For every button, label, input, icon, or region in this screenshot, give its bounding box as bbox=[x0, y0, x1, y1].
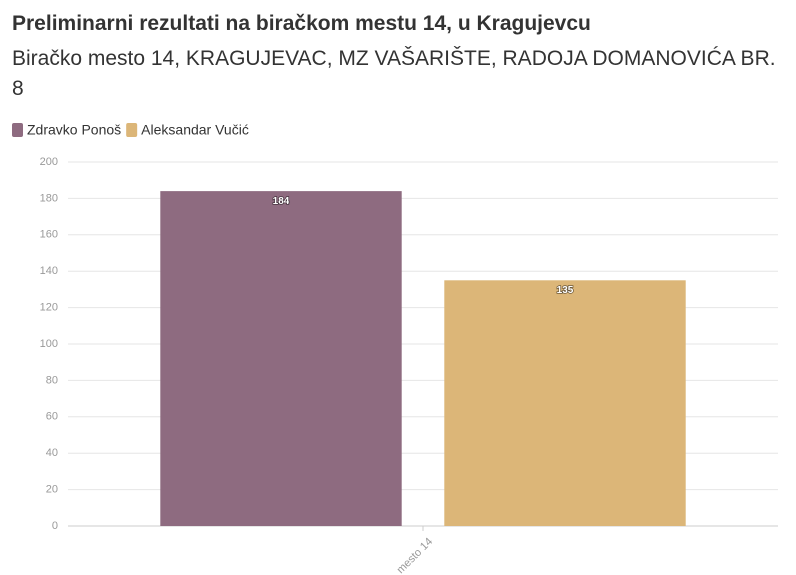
y-tick-label: 0 bbox=[52, 520, 58, 532]
y-tick-label: 40 bbox=[46, 447, 58, 459]
chart-title: Preliminarni rezultati na biračkom mestu… bbox=[12, 12, 591, 35]
y-tick-label: 20 bbox=[46, 484, 58, 496]
y-tick-label: 60 bbox=[46, 411, 58, 423]
y-tick-label: 200 bbox=[40, 156, 58, 168]
legend-swatch bbox=[12, 123, 23, 137]
y-tick-label: 140 bbox=[40, 265, 58, 277]
y-tick-label: 180 bbox=[40, 192, 58, 204]
y-tick-label: 120 bbox=[40, 302, 58, 314]
bar bbox=[160, 191, 402, 526]
bar bbox=[444, 280, 686, 526]
y-tick-label: 160 bbox=[40, 229, 58, 241]
y-tick-label: 80 bbox=[46, 374, 58, 386]
y-tick-label: 100 bbox=[40, 338, 58, 350]
data-label: 184 bbox=[273, 196, 290, 207]
data-label: 135 bbox=[557, 285, 574, 296]
legend-label: Aleksandar Vučić bbox=[141, 122, 249, 138]
legend-swatch bbox=[126, 123, 138, 137]
legend-label: Zdravko Ponoš bbox=[27, 122, 121, 138]
chart-subtitle: Biračko mesto 14, KRAGUJEVAC, MZ VAŠARIŠ… bbox=[12, 47, 776, 100]
x-tick-label: mesto 14 bbox=[395, 536, 435, 575]
